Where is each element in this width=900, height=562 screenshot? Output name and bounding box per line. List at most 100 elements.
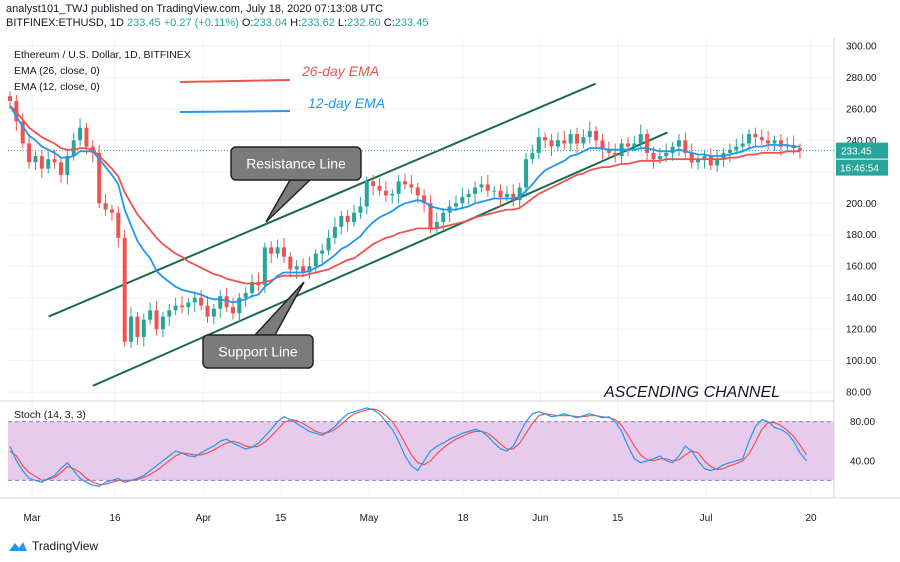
time-tick-label: 20 <box>805 513 817 524</box>
candle-up <box>434 222 439 229</box>
candle-down <box>594 130 599 141</box>
candle-down <box>428 203 433 229</box>
ema12-line <box>9 105 800 304</box>
candle-up <box>65 156 70 175</box>
support-callout-box <box>202 334 314 369</box>
candle-down <box>543 137 548 141</box>
symbol-label[interactable]: BITFINEX:ETHUSD, 1D <box>6 17 124 29</box>
time-tick-label: Jun <box>532 513 548 524</box>
candle-down <box>600 140 605 150</box>
candle-down <box>301 266 306 273</box>
price-tick-label: 280.00 <box>846 73 877 84</box>
candle-down <box>798 148 802 151</box>
candle-down <box>708 156 713 166</box>
candle-down <box>52 159 57 163</box>
candle-down <box>778 140 783 147</box>
candle-up <box>479 184 484 188</box>
candle-up <box>46 159 51 169</box>
countdown-text: 16:46:54 <box>840 164 879 175</box>
stoch-d-line <box>9 408 807 485</box>
candle-up <box>676 140 681 147</box>
price-tick-label: 140.00 <box>846 293 877 304</box>
time-tick-label: 18 <box>457 513 469 524</box>
support-line <box>92 131 668 387</box>
candle-up <box>740 143 745 147</box>
publish-info: analyst101_TWJ published on TradingView.… <box>6 3 383 15</box>
candle-down <box>180 305 185 308</box>
candle-down <box>281 247 286 257</box>
candle-down <box>199 297 204 306</box>
stoch-band <box>8 421 834 481</box>
candle-up <box>294 266 299 270</box>
candle-up <box>638 134 643 144</box>
candle-up <box>715 159 720 166</box>
price-tick-label: 300.00 <box>846 41 877 52</box>
stoch-tick-label: 80.00 <box>850 417 875 428</box>
price-tick-label: 260.00 <box>846 104 877 115</box>
candle-up <box>466 193 471 197</box>
candle-down <box>766 140 771 144</box>
candle-up <box>186 302 191 308</box>
tradingview-logo-icon <box>9 542 27 551</box>
candle-down <box>20 121 25 144</box>
candle-down <box>613 152 618 157</box>
candle-down <box>109 209 114 213</box>
candle-down <box>415 187 420 196</box>
candle-up <box>218 296 223 309</box>
candle-up <box>339 215 344 227</box>
candle-up <box>664 152 669 157</box>
price-tick-label: 200.00 <box>846 199 877 210</box>
time-tick-label: Mar <box>23 513 41 524</box>
legend-ema26: EMA (26, close, 0) <box>14 65 100 77</box>
tradingview-brand[interactable]: TradingView <box>8 539 98 553</box>
ema12-legend-line <box>179 110 291 113</box>
time-tick-label: 15 <box>275 513 287 524</box>
support-callout: Support Line <box>202 281 314 369</box>
candle-down <box>683 140 688 153</box>
price-tick-label: 180.00 <box>846 230 877 241</box>
candle-up <box>581 137 586 144</box>
ema26-legend-line <box>179 79 291 83</box>
legend-title: Ethereum / U.S. Dollar, 1D, BITFINEX <box>14 49 191 61</box>
candle-down <box>58 162 63 175</box>
candle-down <box>759 137 764 141</box>
candle-up <box>555 140 560 147</box>
candle-up <box>772 140 777 144</box>
candle-up <box>492 190 497 192</box>
candle-up <box>148 310 153 320</box>
pattern-label: ASCENDING CHANNEL <box>603 384 780 401</box>
candle-up <box>670 146 675 153</box>
open-label: O: <box>241 17 254 29</box>
candle-up <box>390 193 395 196</box>
candle-up <box>211 308 216 317</box>
resistance-callout-box <box>230 146 362 181</box>
resistance-callout-text: Resistance Line <box>246 156 346 172</box>
high-label: H: <box>290 17 302 29</box>
time-tick-label: Apr <box>196 513 212 524</box>
candle-down <box>377 185 382 191</box>
close-value: 233.45 <box>394 17 429 29</box>
candle-down <box>154 310 159 330</box>
candle-up <box>727 149 732 153</box>
candle-down <box>97 152 102 204</box>
candle-down <box>485 184 490 191</box>
candle-down <box>403 181 407 185</box>
candle-down <box>689 152 694 163</box>
price-tick-label: 100.00 <box>846 356 877 367</box>
candle-up <box>460 196 465 204</box>
candle-up <box>702 156 707 160</box>
candle-up <box>243 292 248 298</box>
last-price-text: 233.45 <box>841 147 872 158</box>
price-tick-label: 120.00 <box>846 325 877 336</box>
candle-up <box>326 237 331 251</box>
legend-stoch: Stoch (14, 3, 3) <box>14 409 86 421</box>
candle-up <box>517 187 522 201</box>
candle-down <box>409 184 414 188</box>
last-price-badge <box>836 142 888 159</box>
price-change: +0.27 (+0.11%) <box>163 17 239 29</box>
candle-up <box>320 250 325 254</box>
candle-down <box>135 316 140 338</box>
time-tick-label: 16 <box>109 513 121 524</box>
candle-down <box>27 143 32 163</box>
